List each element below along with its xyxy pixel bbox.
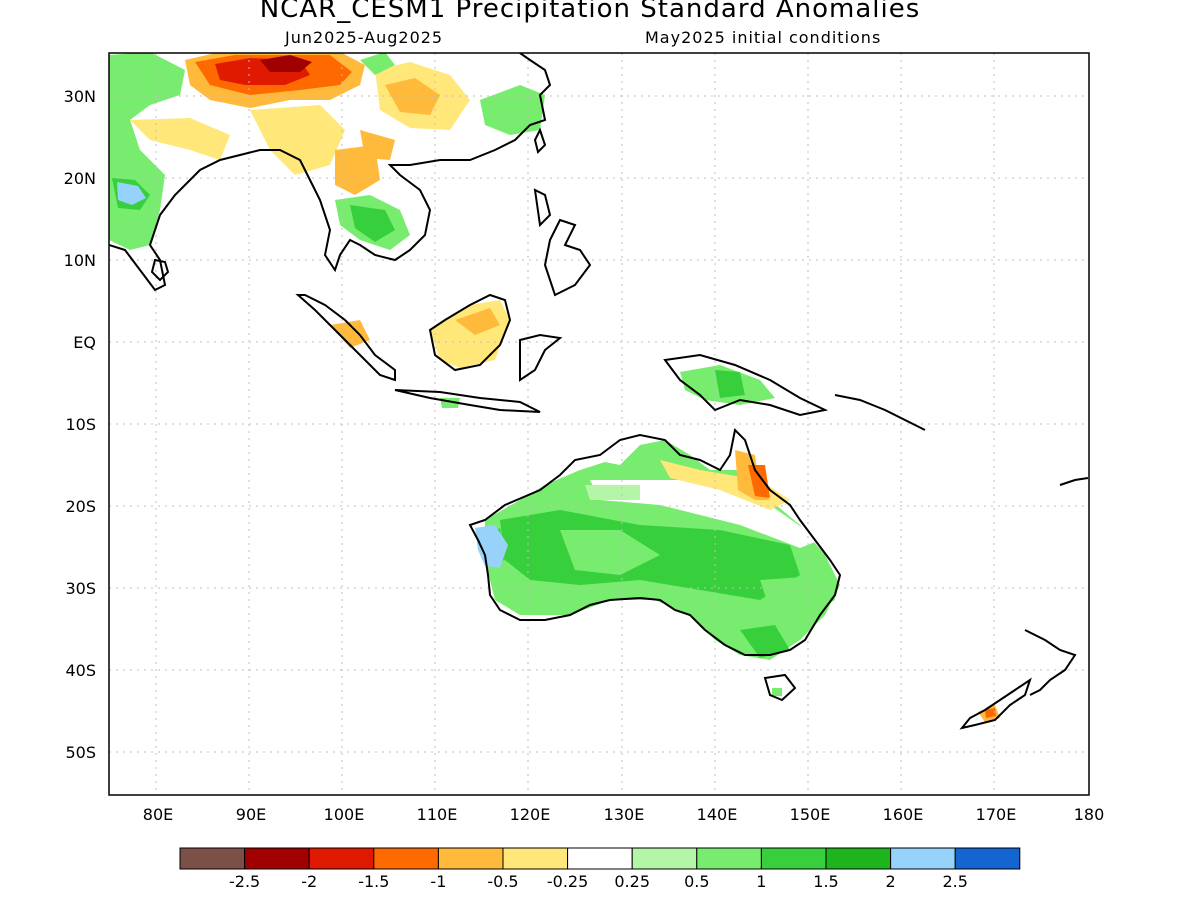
legend-tick-label: -1.5	[358, 872, 389, 891]
legend-swatch	[373, 847, 439, 870]
lon-label: 170E	[976, 805, 1017, 824]
legend-swatch	[308, 847, 375, 870]
legend-tick-label: 0.25	[614, 872, 650, 891]
anomaly-fields	[109, 53, 1000, 722]
legend-tick-label: 1	[756, 872, 766, 891]
legend-swatch	[631, 847, 698, 870]
lat-label: 20N	[64, 169, 96, 188]
legend-tick-label: 1.5	[813, 872, 838, 891]
legend-tick-label: -0.5	[487, 872, 518, 891]
coastlines	[109, 53, 1089, 730]
legend-swatch	[954, 847, 1021, 870]
legend-swatch	[567, 847, 633, 870]
lat-label: 30N	[64, 87, 96, 106]
latitude-axis: 30N 20N 10N EQ 10S 20S 30S 40S 50S	[64, 87, 96, 762]
lat-label: 10N	[64, 251, 96, 270]
legend-tick-label: -2.5	[229, 872, 260, 891]
graticule	[109, 53, 1089, 795]
lat-label: 10S	[65, 415, 96, 434]
lat-label: EQ	[73, 333, 96, 352]
legend-swatch	[179, 847, 246, 870]
lon-label: 130E	[604, 805, 645, 824]
lat-label: 20S	[65, 497, 96, 516]
lon-label: 120E	[510, 805, 551, 824]
legend-swatch	[696, 847, 762, 870]
lon-label: 140E	[697, 805, 738, 824]
legend-swatch	[502, 847, 569, 870]
initial-conditions: May2025 initial conditions	[645, 28, 882, 47]
lon-label: 160E	[883, 805, 924, 824]
legend-swatch	[244, 847, 310, 870]
legend-tick-label: 2	[886, 872, 896, 891]
lon-label: 80E	[143, 805, 173, 824]
lon-label: 180	[1074, 805, 1105, 824]
lat-label: 50S	[65, 743, 96, 762]
lon-label: 100E	[324, 805, 365, 824]
legend-swatch	[890, 847, 956, 870]
legend-swatch	[825, 847, 892, 870]
legend-tick-label: -1	[430, 872, 446, 891]
legend-tick-label: 0.5	[684, 872, 709, 891]
legend-colorbar	[179, 847, 1021, 870]
legend-tick-label: -2	[301, 872, 317, 891]
lat-label: 30S	[65, 579, 96, 598]
legend-labels: -2.5 -2 -1.5 -1 -0.5 -0.25 0.25 0.5 1 1.5 2 2.5	[229, 872, 968, 891]
forecast-period: Jun2025-Aug2025	[285, 28, 444, 47]
longitude-axis: 80E 90E 100E 110E 120E 130E 140E 150E 16…	[143, 805, 1105, 824]
map-title: NCAR_CESM1 Precipitation Standard Anomal…	[259, 0, 921, 24]
lat-label: 40S	[65, 661, 96, 680]
legend-tick-label: -0.25	[547, 872, 588, 891]
map-frame	[108, 52, 1090, 796]
lon-label: 150E	[790, 805, 831, 824]
legend-swatch	[437, 847, 504, 870]
lon-label: 90E	[236, 805, 266, 824]
legend-tick-label: 2.5	[942, 872, 967, 891]
lon-label: 110E	[417, 805, 458, 824]
legend-swatch	[760, 847, 827, 870]
